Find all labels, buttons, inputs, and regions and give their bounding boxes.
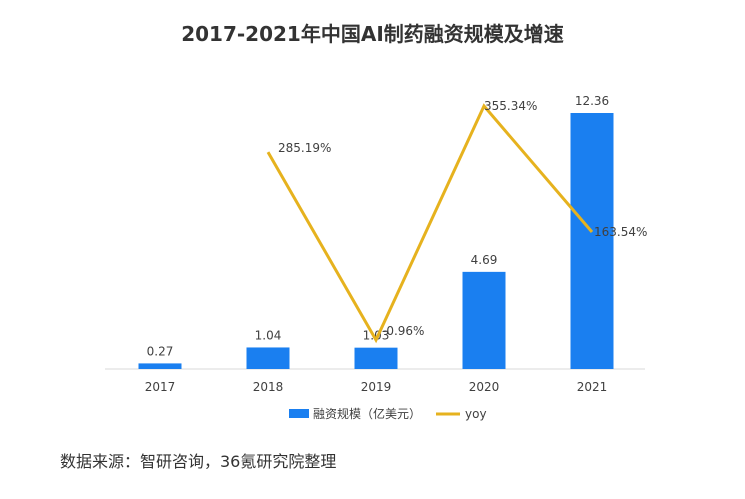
bar-2018 — [246, 347, 290, 369]
x-tick-2021: 2021 — [577, 380, 608, 394]
legend-label-line: yoy — [465, 407, 487, 421]
bar-value-labels: 0.27 1.04 1.03 4.69 12.36 — [147, 94, 610, 358]
legend-label-bar: 融资规模（亿美元） — [313, 406, 421, 421]
bar-label-2019: 1.03 — [363, 329, 390, 343]
yoy-label-2018: 285.19% — [278, 141, 331, 155]
yoy-label-2019: -0.96% — [382, 324, 424, 338]
yoy-label-2021: 163.54% — [594, 225, 647, 239]
bar-2017 — [138, 363, 182, 369]
source-note: 数据来源：智研咨询，36氪研究院整理 — [60, 452, 337, 471]
yoy-line — [266, 103, 594, 344]
bar-2021 — [570, 113, 614, 369]
bar-label-2020: 4.69 — [471, 253, 498, 267]
chart-title: 2017-2021年中国AI制药融资规模及增速 — [181, 22, 564, 46]
bar-label-2021: 12.36 — [575, 94, 609, 108]
yoy-value-labels: 285.19% -0.96% 355.34% 163.54% — [278, 99, 647, 338]
legend: 融资规模（亿美元） yoy — [289, 406, 487, 421]
bar-2020 — [462, 271, 506, 369]
bar-label-2017: 0.27 — [147, 344, 174, 358]
yoy-label-2020: 355.34% — [484, 99, 537, 113]
x-tick-labels: 2017 2018 2019 2020 2021 — [145, 380, 608, 394]
bar-series — [138, 113, 614, 369]
x-tick-2018: 2018 — [253, 380, 284, 394]
x-tick-2017: 2017 — [145, 380, 176, 394]
legend-swatch-bar — [289, 409, 309, 418]
bar-label-2018: 1.04 — [255, 328, 282, 342]
bar-2019 — [354, 347, 398, 369]
x-tick-2020: 2020 — [469, 380, 500, 394]
x-tick-2019: 2019 — [361, 380, 392, 394]
